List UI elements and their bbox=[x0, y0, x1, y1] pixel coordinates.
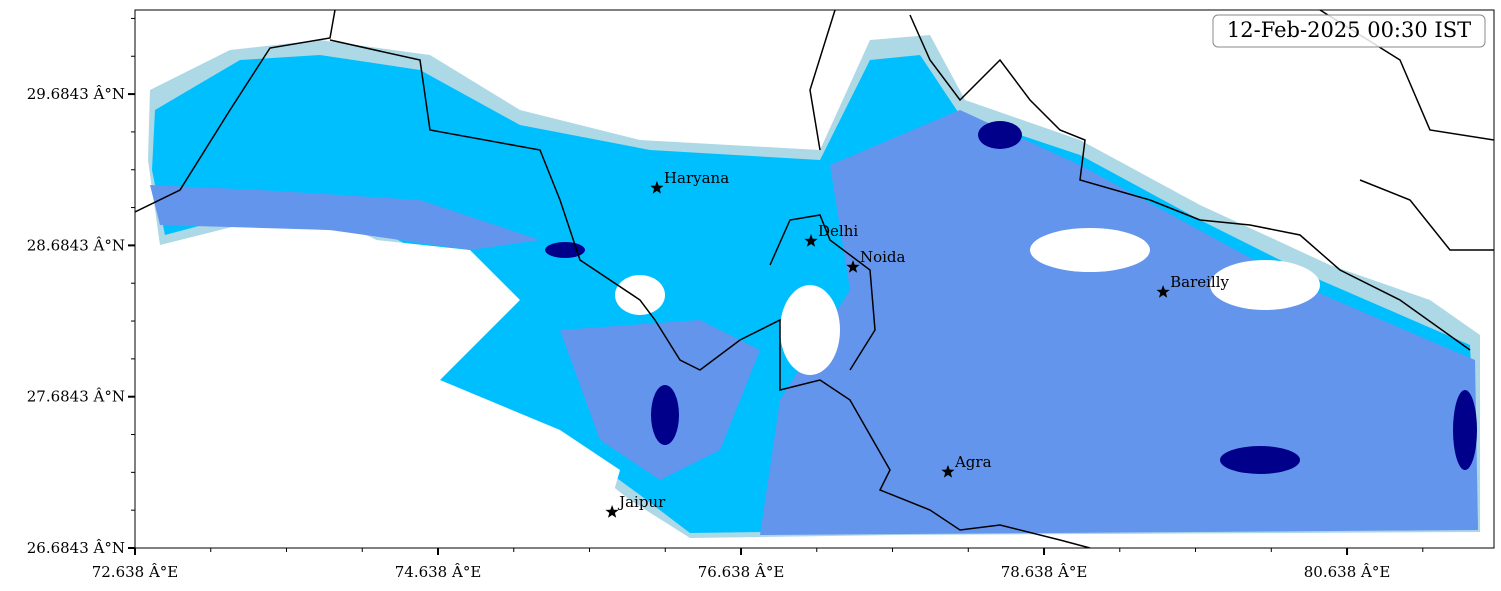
contour-blue bbox=[760, 110, 1478, 535]
contour-dark bbox=[978, 121, 1022, 149]
contour-hole bbox=[615, 275, 665, 315]
contour-hole bbox=[780, 285, 840, 375]
y-tick-label: 27.6843 Â°N bbox=[27, 388, 125, 406]
city-marker bbox=[1156, 285, 1170, 298]
city-marker bbox=[605, 505, 619, 518]
contour-dark bbox=[651, 385, 679, 445]
contour-hole bbox=[1210, 260, 1320, 310]
boundary bbox=[135, 10, 1494, 548]
x-tick-label: 76.638 Â°E bbox=[698, 563, 785, 581]
y-tick-label: 29.6843 Â°N bbox=[27, 85, 125, 103]
x-tick-label: 78.638 Â°E bbox=[1001, 563, 1088, 581]
city-marker bbox=[804, 234, 818, 247]
x-tick-label: 80.638 Â°E bbox=[1304, 563, 1391, 581]
x-tick-label: 72.638 Â°E bbox=[92, 563, 179, 581]
city-label: Bareilly bbox=[1170, 273, 1229, 291]
annotation-box bbox=[1212, 14, 1486, 48]
city-marker bbox=[941, 464, 955, 478]
city-label: Delhi bbox=[818, 222, 858, 240]
contour-dark bbox=[1453, 390, 1477, 470]
precipitation-contours bbox=[135, 10, 1494, 548]
city-label: Noida bbox=[860, 248, 906, 266]
city-label: Haryana bbox=[664, 169, 729, 187]
contour-dark bbox=[1220, 446, 1300, 474]
y-tick-label: 28.6843 Â°N bbox=[27, 236, 125, 254]
city-marker bbox=[650, 180, 664, 194]
x-tick-label: 74.638 Â°E bbox=[395, 563, 482, 581]
contour-blue-nw bbox=[150, 185, 540, 250]
contour-white bbox=[135, 235, 620, 548]
plot-frame bbox=[134, 9, 1495, 549]
y-tick-label: 26.6843 Â°N bbox=[27, 539, 125, 557]
timestamp: 12-Feb-2025 00:30 IST bbox=[1227, 18, 1471, 42]
city-label: Agra bbox=[954, 453, 992, 471]
city-label: Jaipur bbox=[617, 493, 666, 511]
city-marker bbox=[846, 260, 860, 273]
contour-hole bbox=[1030, 228, 1150, 272]
